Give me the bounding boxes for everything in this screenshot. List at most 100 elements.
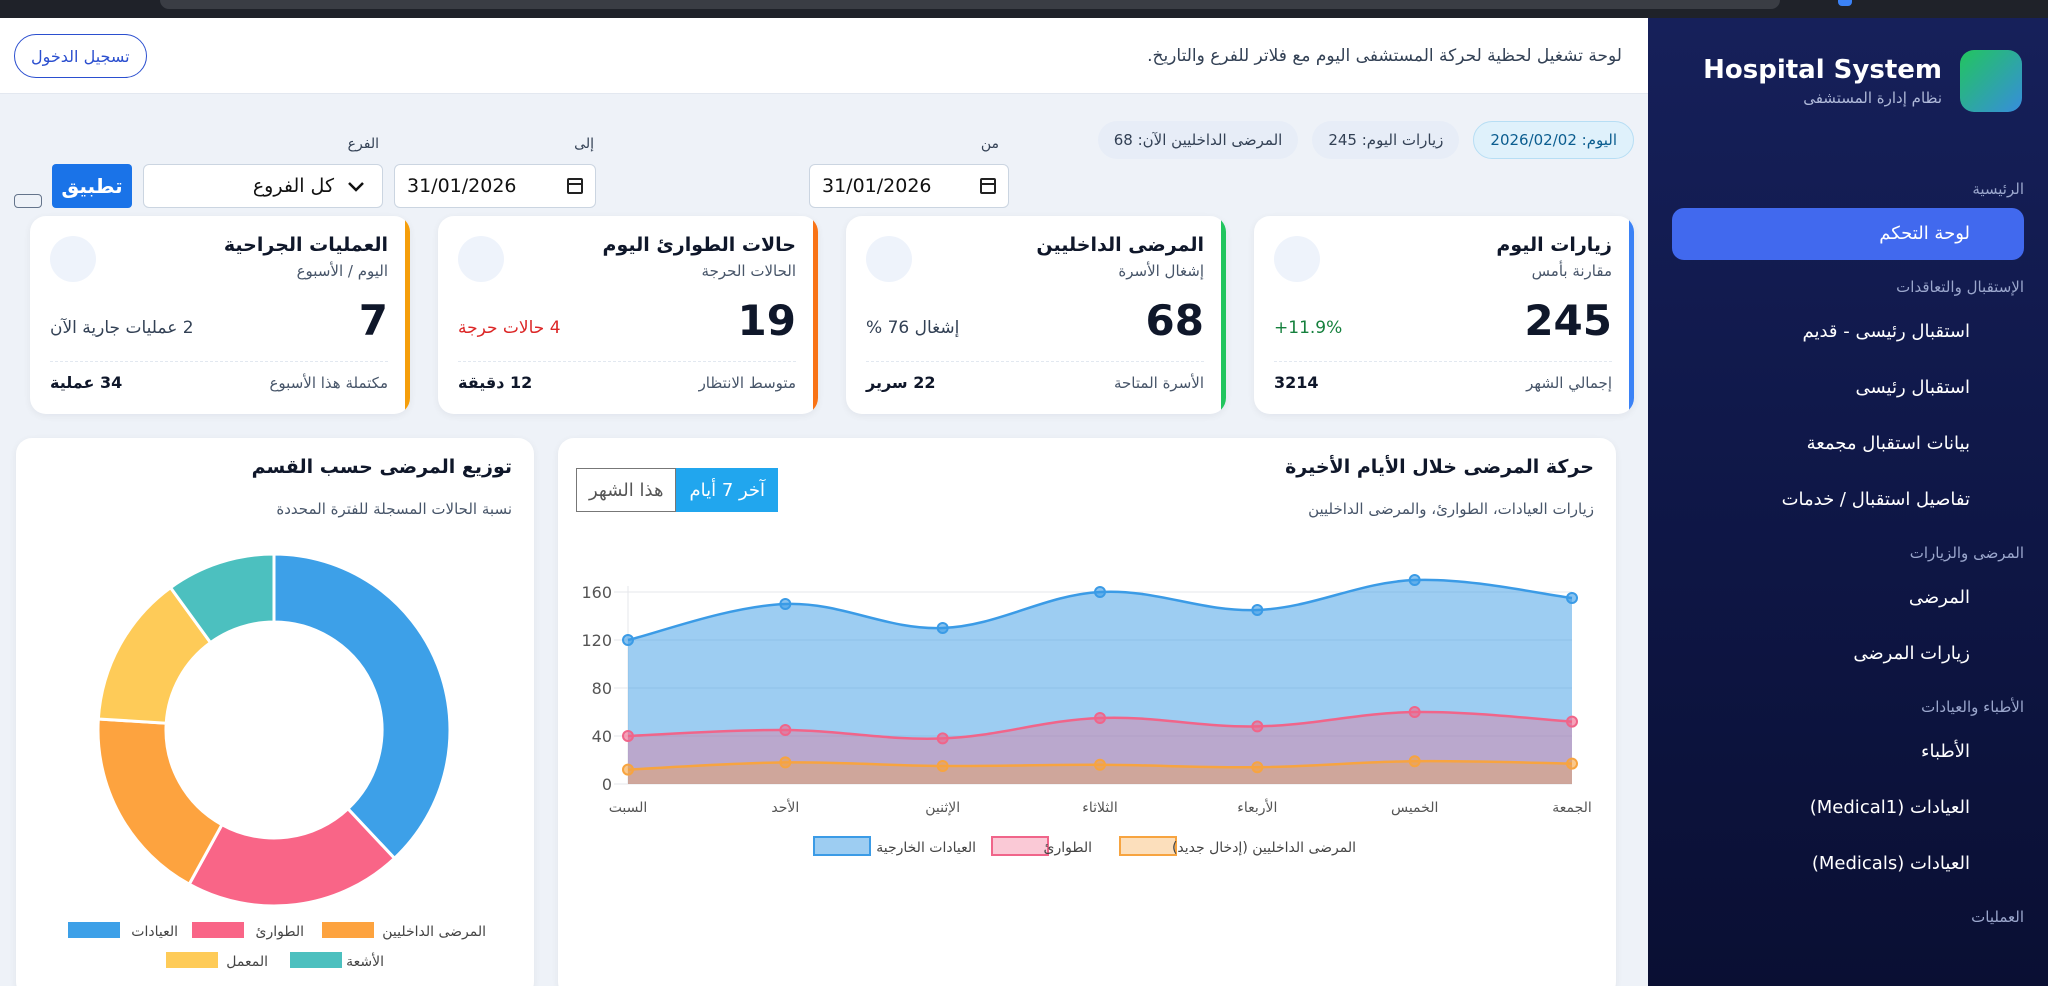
donut-slice: [168, 552, 276, 645]
sidebar-section-label: العمليات: [1971, 908, 2024, 926]
calendar-icon[interactable]: [980, 178, 996, 194]
brand-title: Hospital System: [1703, 55, 1942, 85]
sidebar-item[interactable]: تفاصيل استقبال / خدمات: [1781, 489, 1970, 510]
card-accent: [1221, 216, 1226, 414]
visits-chip: زيارات اليوم: 245: [1312, 121, 1460, 159]
stat-card: العمليات الجراحية اليوم / الأسبوع 7 2 عمليا…: [30, 216, 410, 414]
card-footer-value: 12 دقيقة: [458, 373, 533, 392]
x-tick-label: الثلاثاء: [1082, 800, 1117, 816]
data-point: [1251, 720, 1264, 733]
sidebar-item[interactable]: استقبال رئيسى - قديم: [1802, 321, 1970, 342]
tab-last-7-days[interactable]: آخر 7 أيام: [676, 468, 779, 512]
donut-slice: [187, 806, 397, 908]
legend-swatch: [991, 836, 1049, 856]
browser-top-strip: [0, 0, 2048, 18]
address-bar-edge: [160, 0, 1780, 9]
summary-chips: اليوم: 2026/02/02 زيارات اليوم: 245 المر…: [1097, 121, 1634, 159]
legend-label: الطوارئ: [256, 924, 304, 940]
sidebar-nav: الرئيسية لوحة التحكم الإستقبال والتعاقدات ا…: [1672, 168, 2024, 936]
data-point: [779, 598, 792, 610]
today-chip: اليوم: 2026/02/02: [1473, 121, 1634, 159]
legend-label: الأشعة: [346, 952, 384, 970]
legend-swatch: [813, 836, 871, 856]
chevron-down-icon: [348, 182, 364, 192]
card-icon: [1274, 236, 1320, 282]
sidebar-item[interactable]: العيادات (Medical1): [1809, 797, 1970, 818]
main-content: لوحة تشغيل لحظية لحركة المستشفى اليوم مع…: [0, 18, 1648, 986]
data-point: [936, 732, 949, 745]
y-tick-label: 120: [581, 631, 612, 650]
data-point: [1094, 586, 1106, 598]
legend-swatch: [166, 952, 218, 968]
card-note: 4 حالات حرجة: [458, 318, 561, 338]
from-label: من: [980, 136, 999, 152]
y-tick-label: 40: [592, 727, 612, 746]
x-tick-label: الإثنين: [925, 800, 960, 816]
branch-label: الفرع: [347, 136, 379, 152]
sidebar-item[interactable]: العيادات (Medicals): [1811, 853, 1970, 874]
login-button[interactable]: تسجيل الدخول: [14, 34, 147, 78]
sidebar-item[interactable]: المرضى: [1908, 587, 1970, 608]
data-point: [1566, 715, 1578, 728]
calendar-icon[interactable]: [567, 178, 583, 194]
inpatients-chip: المرضى الداخليين الآن: 68: [1097, 121, 1299, 159]
data-point: [779, 724, 792, 736]
data-point: [622, 763, 634, 776]
legend-label: العيادات الخارجية: [876, 840, 976, 856]
series-area: [628, 711, 1572, 784]
legend-swatch: [192, 922, 244, 938]
line-chart-title: حركة المرضى خلال الأيام الأخيرة: [1285, 456, 1594, 478]
to-date-input[interactable]: 31/01/2026: [394, 164, 596, 208]
card-note: إشغال 76 %: [866, 318, 960, 338]
apply-button[interactable]: تطبيق: [52, 164, 132, 208]
donut-chart-subtitle: نسبة الحالات المسجلة للفترة المحددة: [276, 500, 512, 518]
card-accent: [405, 216, 410, 414]
data-point: [936, 760, 949, 772]
card-footer-value: 34 عملية: [50, 373, 123, 392]
from-date-value: 31/01/2026: [822, 175, 932, 197]
sidebar-item[interactable]: لوحة التحكم: [1672, 208, 2024, 260]
card-value: 245: [1524, 296, 1612, 345]
card-divider: [866, 361, 1204, 362]
brand-subtitle: نظام إدارة المستشفى: [1803, 89, 1942, 107]
data-point: [936, 622, 949, 634]
data-point: [1251, 604, 1264, 616]
brand: Hospital System نظام إدارة المستشفى: [1703, 50, 2022, 112]
branch-select-value: كل الفروع: [252, 175, 334, 197]
data-point: [1408, 574, 1421, 586]
sidebar-section-label: المرضى والزيارات: [1909, 544, 2024, 562]
sidebar: Hospital System نظام إدارة المستشفى الرئ…: [1648, 18, 2048, 986]
card-divider: [1274, 361, 1612, 362]
card-accent: [813, 216, 818, 414]
legend-label: الطوارئ: [1044, 840, 1092, 856]
tab-this-month[interactable]: هذا الشهر: [576, 468, 677, 512]
card-value: 7: [358, 296, 388, 345]
card-icon: [50, 236, 96, 282]
x-tick-label: الأحد: [771, 798, 799, 816]
sidebar-item[interactable]: بيانات استقبال مجمعة: [1806, 433, 1970, 454]
data-point: [1408, 755, 1421, 768]
card-subtitle: مقارنة بأمس: [1531, 262, 1612, 280]
card-subtitle: الحالات الحرجة: [701, 262, 796, 280]
x-tick-label: الخميس: [1391, 800, 1438, 816]
legend-swatch: [322, 922, 374, 938]
legend-label: المعمل: [226, 954, 268, 970]
sidebar-section-label: الأطباء والعيادات: [1921, 698, 2024, 716]
data-point: [1251, 761, 1264, 774]
small-toggle-button[interactable]: [14, 194, 42, 208]
line-chart-subtitle: زيارات العيادات، الطوارئ، والمرضى الداخل…: [1308, 500, 1594, 518]
x-tick-label: الأربعاء: [1237, 798, 1277, 816]
sidebar-section-label: الإستقبال والتعاقدات: [1896, 278, 2024, 296]
data-point: [779, 756, 792, 769]
branch-select[interactable]: كل الفروع: [143, 164, 383, 208]
x-tick-label: السبت: [609, 800, 648, 816]
legend-label: المرضى الداخليين: [382, 924, 486, 940]
data-point: [1566, 757, 1578, 770]
sidebar-item[interactable]: زيارات المرضى: [1853, 643, 1970, 664]
sidebar-item[interactable]: الأطباء: [1921, 741, 1970, 762]
series-area: [628, 579, 1572, 784]
data-point: [1094, 712, 1106, 724]
from-date-input[interactable]: 31/01/2026: [809, 164, 1009, 208]
header-bar: لوحة تشغيل لحظية لحركة المستشفى اليوم مع…: [0, 18, 1648, 94]
sidebar-item[interactable]: استقبال رئيسى: [1855, 377, 1970, 398]
